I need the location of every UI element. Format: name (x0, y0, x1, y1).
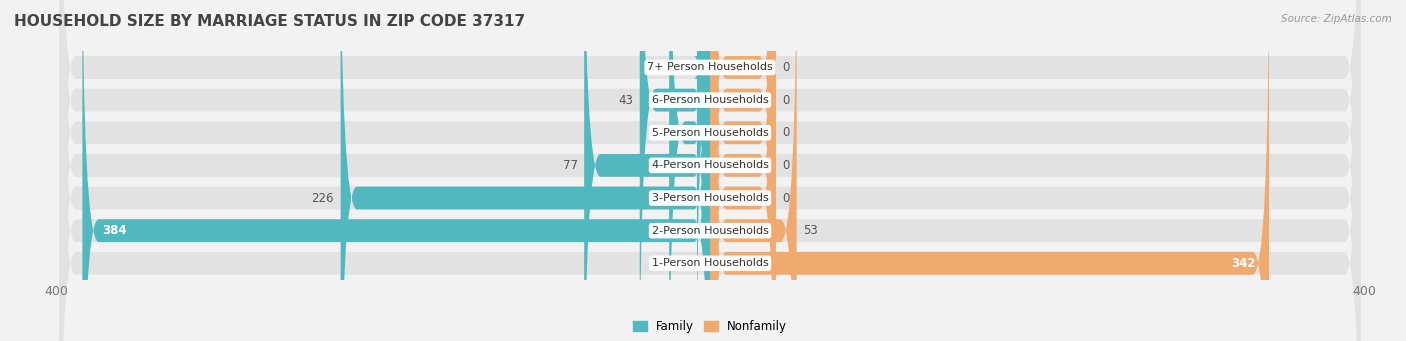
Text: 3-Person Households: 3-Person Households (651, 193, 769, 203)
Text: 4-Person Households: 4-Person Households (651, 160, 769, 170)
Text: 384: 384 (103, 224, 127, 237)
Text: 6-Person Households: 6-Person Households (651, 95, 769, 105)
FancyBboxPatch shape (83, 0, 710, 341)
FancyBboxPatch shape (710, 0, 776, 341)
FancyBboxPatch shape (710, 0, 797, 341)
Text: 1-Person Households: 1-Person Households (651, 258, 769, 268)
FancyBboxPatch shape (669, 0, 710, 341)
Text: 5-Person Households: 5-Person Households (651, 128, 769, 138)
FancyBboxPatch shape (710, 0, 776, 341)
FancyBboxPatch shape (583, 0, 710, 341)
FancyBboxPatch shape (710, 0, 776, 341)
FancyBboxPatch shape (59, 0, 1361, 341)
FancyBboxPatch shape (59, 0, 1361, 341)
Text: 53: 53 (803, 224, 818, 237)
Text: 226: 226 (312, 192, 335, 205)
Text: Source: ZipAtlas.com: Source: ZipAtlas.com (1281, 14, 1392, 24)
Text: 43: 43 (619, 94, 633, 107)
FancyBboxPatch shape (59, 0, 1361, 341)
FancyBboxPatch shape (59, 0, 1361, 341)
Text: 0: 0 (782, 192, 789, 205)
Text: 342: 342 (1232, 257, 1256, 270)
Text: 77: 77 (562, 159, 578, 172)
FancyBboxPatch shape (710, 0, 776, 341)
FancyBboxPatch shape (340, 0, 710, 341)
Text: 7+ Person Households: 7+ Person Households (647, 62, 773, 73)
FancyBboxPatch shape (59, 0, 1361, 341)
FancyBboxPatch shape (59, 0, 1361, 341)
Text: 0: 0 (782, 94, 789, 107)
FancyBboxPatch shape (59, 0, 1361, 341)
FancyBboxPatch shape (640, 0, 710, 341)
Text: 25: 25 (648, 126, 662, 139)
FancyBboxPatch shape (693, 0, 713, 341)
Legend: Family, Nonfamily: Family, Nonfamily (628, 315, 792, 338)
Text: 8: 8 (683, 61, 690, 74)
Text: 0: 0 (782, 159, 789, 172)
Text: HOUSEHOLD SIZE BY MARRIAGE STATUS IN ZIP CODE 37317: HOUSEHOLD SIZE BY MARRIAGE STATUS IN ZIP… (14, 14, 526, 29)
FancyBboxPatch shape (710, 0, 1270, 341)
Text: 2-Person Households: 2-Person Households (651, 226, 769, 236)
Text: 0: 0 (782, 126, 789, 139)
Text: 0: 0 (782, 61, 789, 74)
FancyBboxPatch shape (710, 0, 776, 341)
